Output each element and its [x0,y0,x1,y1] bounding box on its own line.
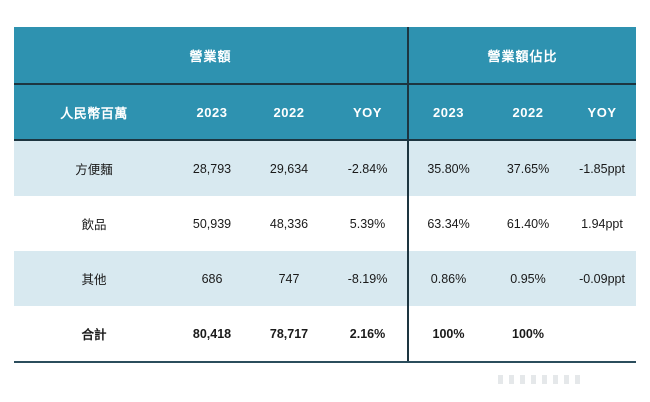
table-row-instant-noodles: 方便麵 28,793 29,634 -2.84% 35.80% 37.65% -… [14,140,637,196]
cell-share-yoy: -0.09ppt [568,251,637,306]
cell-rev-2023: 50,939 [174,196,250,251]
section-header-row: 營業額 營業額佔比 [14,27,637,85]
section-header-revenue-share: 營業額佔比 [407,27,637,85]
cell-rev-2022: 78,717 [250,306,328,363]
cell-share-2022: 0.95% [488,251,569,306]
table-row-total: 合計 80,418 78,717 2.16% 100% 100% [14,306,637,363]
cell-rev-yoy: -2.84% [328,140,409,196]
watermark-artifact [492,375,584,384]
col-header-rev-yoy: YOY [328,84,409,141]
cell-share-yoy [568,306,637,363]
col-header-share-2022: 2022 [488,84,569,141]
cell-share-2023: 63.34% [407,196,489,251]
cell-share-2023: 35.80% [407,140,489,196]
cell-share-yoy: 1.94ppt [568,196,637,251]
table-row-others: 其他 686 747 -8.19% 0.86% 0.95% -0.09ppt [14,251,637,306]
revenue-breakdown-table: 營業額 營業額佔比 人民幣百萬 2023 2022 YOY 2023 2022 … [14,27,637,363]
col-header-share-2023: 2023 [407,84,489,141]
col-header-rev-2022: 2022 [250,84,328,141]
cell-rev-2023: 28,793 [174,140,250,196]
cell-rev-2022: 48,336 [250,196,328,251]
cell-row-label: 合計 [14,306,174,363]
cell-share-2023: 100% [407,306,489,363]
col-header-unit: 人民幣百萬 [14,84,174,141]
cell-row-label: 其他 [14,251,174,306]
column-header-row: 人民幣百萬 2023 2022 YOY 2023 2022 YOY [14,84,637,141]
cell-rev-2023: 686 [174,251,250,306]
cell-share-2022: 37.65% [488,140,569,196]
cell-row-label: 方便麵 [14,140,174,196]
cell-share-2022: 100% [488,306,569,363]
cell-rev-2022: 747 [250,251,328,306]
col-header-rev-2023: 2023 [174,84,250,141]
col-header-share-yoy: YOY [568,84,637,141]
cell-rev-2023: 80,418 [174,306,250,363]
watermark-border-gap [584,374,595,384]
cell-share-yoy: -1.85ppt [568,140,637,196]
cell-rev-yoy: 2.16% [328,306,409,363]
cell-row-label: 飲品 [14,196,174,251]
section-header-revenue: 營業額 [14,27,409,85]
cell-share-2023: 0.86% [407,251,489,306]
cell-rev-yoy: 5.39% [328,196,409,251]
cell-share-2022: 61.40% [488,196,569,251]
cell-rev-yoy: -8.19% [328,251,409,306]
cell-rev-2022: 29,634 [250,140,328,196]
table-row-beverages: 飲品 50,939 48,336 5.39% 63.34% 61.40% 1.9… [14,196,637,251]
